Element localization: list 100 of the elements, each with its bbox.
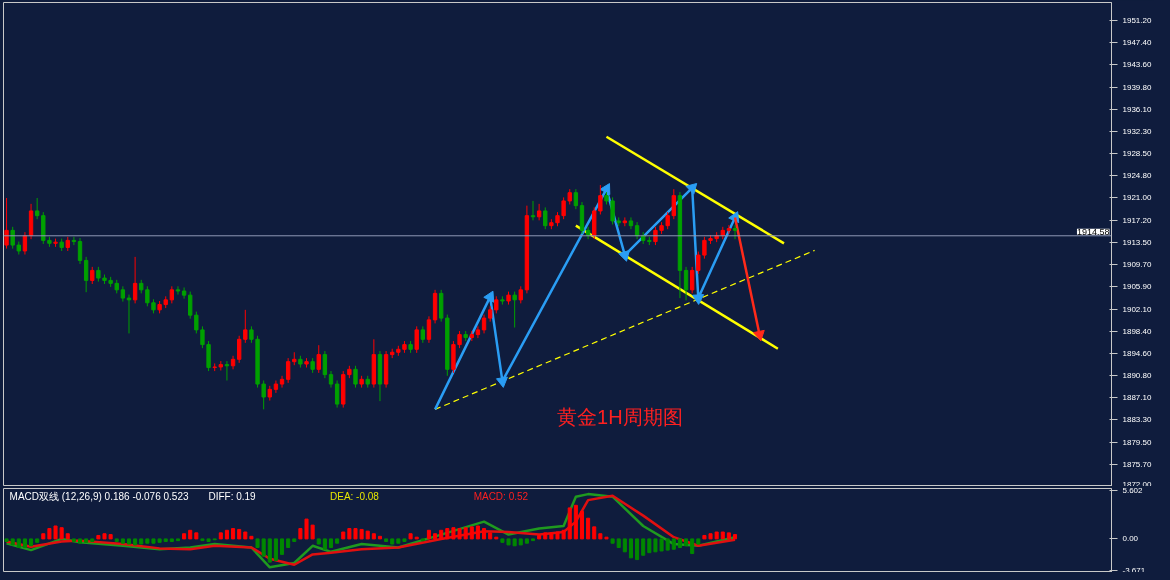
point: [483, 290, 495, 303]
candlestick: [683, 266, 689, 301]
ref-line-label: 1914.58: [1076, 226, 1110, 237]
y-tick-label: 1924.80: [1122, 171, 1152, 181]
bar: [616, 538, 621, 549]
annotation: MACD: 0.52: [473, 490, 529, 502]
bar: [408, 533, 413, 540]
y-tick-label: 1943.60: [1122, 60, 1152, 70]
y-tick-label: 1928.50: [1122, 149, 1152, 159]
bar: [120, 538, 125, 544]
y-tick-label: 1921.00: [1122, 193, 1152, 203]
bar: [628, 538, 633, 559]
bar: [524, 538, 529, 544]
bar: [592, 526, 597, 540]
candlestick: [188, 291, 193, 320]
candlestick: [426, 315, 432, 344]
y-tick-label: 1951.20: [1122, 15, 1152, 25]
bar: [273, 538, 278, 561]
bar: [726, 532, 731, 540]
y-tick-label: -3.671: [1122, 565, 1146, 575]
bar: [720, 531, 725, 540]
bar: [543, 532, 548, 540]
bar: [280, 538, 285, 555]
candlestick: [536, 203, 542, 221]
candlestick: [414, 325, 419, 354]
bar: [684, 538, 689, 547]
bar: [84, 538, 89, 543]
y-tick-label: 1917.20: [1122, 215, 1152, 225]
annotation: DEA: -0.08: [329, 490, 380, 502]
candlestick: [83, 256, 89, 293]
bar: [567, 507, 572, 540]
bar: [316, 538, 321, 545]
candlestick: [628, 216, 634, 230]
bar: [696, 538, 701, 545]
bar: [243, 531, 248, 540]
candlestick: [512, 291, 517, 329]
candlestick: [22, 231, 28, 256]
bar: [641, 538, 646, 556]
bar: [194, 532, 199, 540]
bar: [586, 517, 591, 540]
bar: [377, 535, 383, 540]
candlestick: [261, 380, 266, 410]
bar: [690, 538, 695, 555]
candlestick: [573, 188, 579, 210]
bar: [384, 538, 389, 542]
bar: [335, 538, 340, 544]
bar: [341, 531, 346, 540]
bar: [4, 538, 9, 542]
bar: [475, 525, 480, 540]
y-tick-label: 1902.10: [1122, 304, 1152, 314]
bar: [573, 504, 578, 540]
bar: [182, 533, 187, 540]
bar: [35, 538, 40, 543]
y-tick-label: 1939.80: [1122, 82, 1152, 92]
point: [496, 376, 508, 388]
y-tick-label: 1936.10: [1122, 104, 1152, 114]
point: [692, 294, 705, 305]
candlestick: [598, 184, 603, 215]
candlestick: [4, 197, 9, 250]
candlestick: [279, 375, 285, 389]
y-tick-label: 0.00: [1122, 534, 1139, 544]
bar: [10, 538, 15, 546]
bar: [224, 529, 229, 540]
bar: [671, 538, 676, 550]
candlestick: [334, 380, 340, 409]
candlestick: [732, 224, 738, 240]
bar: [231, 528, 236, 540]
candlestick: [481, 314, 487, 334]
bar: [371, 533, 376, 540]
bar: [71, 538, 76, 542]
candlestick: [316, 344, 321, 374]
y-tick-label: 1898.40: [1122, 326, 1152, 336]
annotation: 黄金1H周期图: [557, 406, 683, 429]
y-tick-label: 1947.40: [1122, 38, 1152, 48]
bar: [163, 538, 168, 542]
bar: [41, 533, 46, 540]
annotation: DIFF: 0.19: [208, 490, 257, 502]
bar: [677, 538, 682, 549]
candlestick: [726, 224, 732, 235]
bar: [537, 534, 542, 540]
bar: [488, 532, 493, 540]
candlestick: [181, 286, 187, 300]
bar: [469, 526, 474, 540]
annotation: MACD双线 (12,26,9) 0.186 -0.076 0.523: [9, 490, 189, 502]
y-tick-label: 1872.00: [1122, 479, 1152, 489]
bar: [390, 538, 395, 545]
y-tick-label: 1909.70: [1122, 260, 1152, 270]
y-tick-label: 1894.60: [1122, 348, 1152, 358]
candlestick: [353, 365, 358, 389]
bar: [77, 538, 83, 544]
bar: [169, 538, 174, 542]
bar: [249, 535, 254, 540]
bar: [126, 538, 132, 545]
bar: [188, 529, 193, 540]
candlestick: [132, 256, 138, 304]
bar: [267, 538, 272, 563]
bar: [322, 538, 327, 550]
bar: [635, 538, 640, 561]
bar: [622, 538, 627, 553]
y-tick-label: 1883.30: [1122, 415, 1152, 425]
